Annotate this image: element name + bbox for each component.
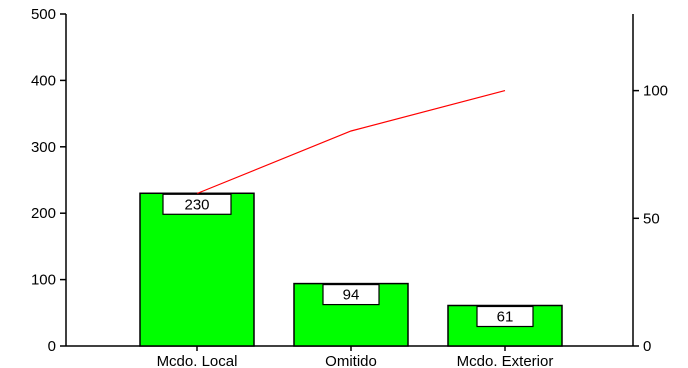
y2-tick-label-1: 50 [643,210,660,227]
data-label-box-2 [322,283,380,306]
y-tick-label-5: 500 [31,6,56,23]
data-label-box-1 [162,193,232,215]
y2-tick-label-2: 100 [643,83,668,100]
data-label-1: 230 [184,196,209,213]
y-tick-label-1: 100 [31,272,56,289]
data-label-3: 61 [497,308,514,325]
data-label-box-3 [476,305,534,328]
x-tick-label-1: Mcdo. Local [157,353,238,368]
y-tick-label-4: 400 [31,72,56,89]
y-tick-label-2: 200 [31,205,56,222]
x-tick-label-3: Mcdo. Exterior [457,353,554,368]
cumulative-line [196,90,506,195]
bar-1 [139,192,255,347]
x-tick-label-2: Omitido [325,353,377,368]
y-tick-label-3: 300 [31,139,56,156]
y2-tick-label-0: 0 [643,338,651,355]
y-tick-label-0: 0 [48,338,56,355]
data-label-2: 94 [343,287,360,304]
